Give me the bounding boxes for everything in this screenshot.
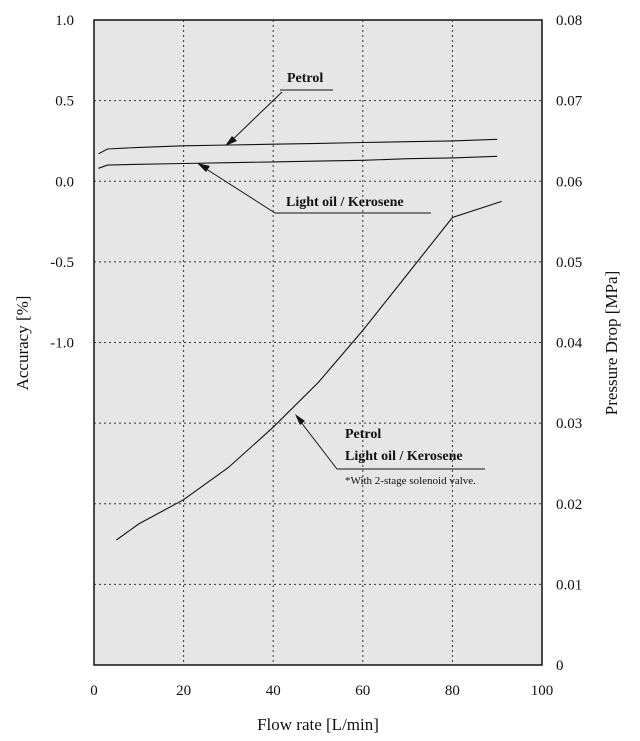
y-right-tick-label: 0: [556, 658, 564, 674]
y-right-tick-label: 0.01: [556, 577, 582, 593]
series-line-1: [98, 155, 498, 169]
annotation-bottom-arrowhead: [295, 414, 305, 425]
x-tick-label: 40: [266, 683, 281, 699]
y-left-tick-label: 1.0: [55, 13, 74, 29]
x-tick-label: 20: [176, 683, 191, 699]
y-right-tick-label: 0.03: [556, 416, 582, 432]
tick-labels: 0 20 40 60 80 100 1.0 0.5 0.0 -0.5 -1.0 0.08 0.07 0.0…: [50, 13, 583, 699]
annotation-note: *With 2-stage solenoid valve.: [345, 475, 476, 487]
annotation-light-oil-top-arrowhead: [197, 163, 210, 172]
x-tick-label: 100: [531, 683, 554, 699]
annotation-petrol-top-arrow: [227, 91, 283, 145]
annotation-petrol-top: Petrol: [287, 71, 323, 86]
annotation-bottom-arrow: [296, 416, 338, 470]
series-lines: [98, 138, 502, 541]
y-right-tick-label: 0.08: [556, 13, 582, 29]
y-left-tick-label: 0.0: [55, 174, 74, 190]
y-left-tick-label: 0.5: [55, 94, 74, 110]
x-axis-title: Flow rate [L/min]: [257, 715, 379, 734]
series-line-2: [116, 200, 502, 541]
series-line-0: [98, 138, 498, 155]
x-tick-label: 80: [445, 683, 460, 699]
x-tick-label: 0: [90, 683, 98, 699]
annotation-petrol-bottom: Petrol: [345, 427, 381, 442]
y-axis-left-title: Accuracy [%]: [13, 296, 32, 391]
plot-background: [93, 19, 543, 666]
y-right-tick-label: 0.07: [556, 94, 583, 110]
y-left-tick-label: -1.0: [50, 336, 74, 352]
y-right-tick-label: 0.05: [556, 255, 582, 271]
y-right-tick-label: 0.04: [556, 336, 583, 352]
y-right-tick-label: 0.06: [556, 174, 583, 190]
y-axis-right-title: Pressure Drop [MPa]: [602, 271, 621, 415]
annotation-light-oil-top: Light oil / Kerosene: [286, 195, 404, 210]
y-right-tick-label: 0.02: [556, 497, 582, 513]
y-left-tick-label: -0.5: [50, 255, 74, 271]
annotation-light-oil-top-arrow: [199, 164, 276, 214]
annotation-light-oil-bottom: Light oil / Kerosene: [345, 449, 463, 464]
annotation-petrol-top-arrowhead: [225, 136, 237, 146]
x-tick-label: 60: [355, 683, 370, 699]
